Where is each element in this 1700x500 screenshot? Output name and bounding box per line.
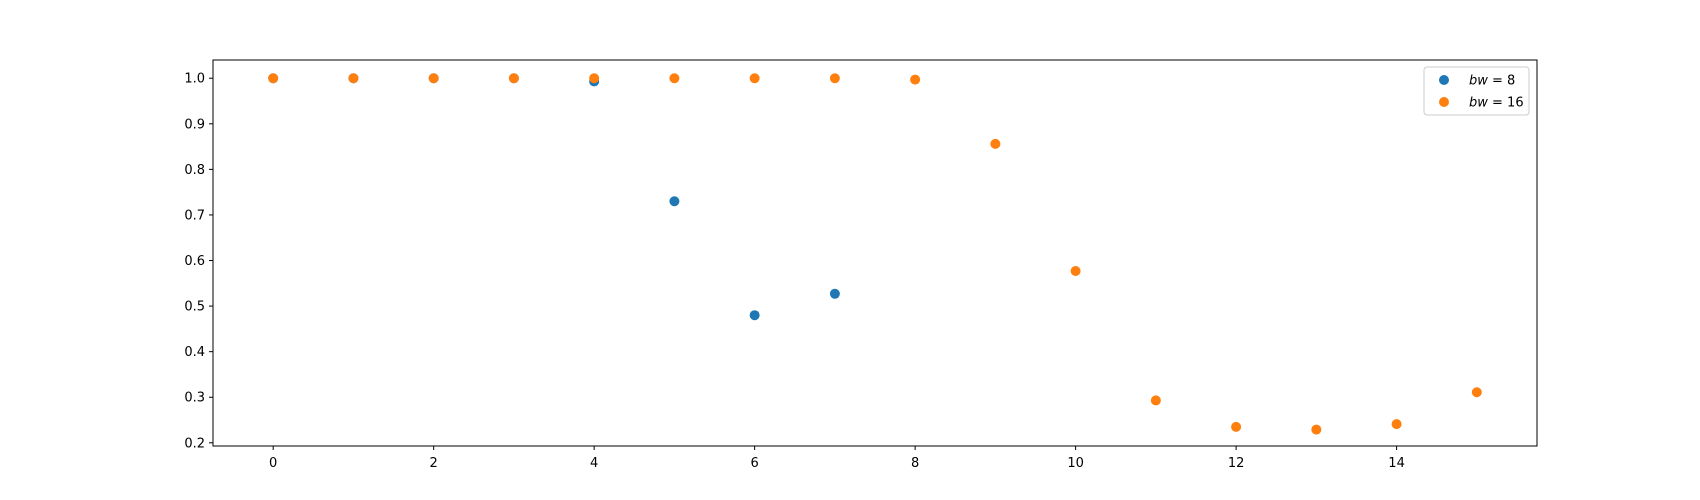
plot-frame — [212, 59, 1538, 447]
y-tick-label: 1.0 — [184, 72, 205, 87]
x-axis: 0 2 4 6 8 10 12 14 — [269, 446, 1405, 471]
legend-label: bw = 8 — [1469, 74, 1515, 89]
data-point — [669, 73, 680, 84]
data-point — [749, 310, 760, 321]
legend-label-variable: bw — [1469, 74, 1488, 89]
points-layer — [268, 73, 1482, 435]
data-point — [1471, 387, 1482, 398]
x-tick-label: 0 — [269, 456, 277, 471]
y-tick-label: 0.2 — [184, 436, 205, 451]
data-point — [990, 138, 1001, 149]
data-point — [268, 73, 279, 84]
x-tick-label: 14 — [1388, 456, 1405, 471]
legend-marker — [1439, 75, 1449, 85]
legend-label-value: = 8 — [1488, 74, 1515, 89]
x-tick-label: 12 — [1228, 456, 1245, 471]
legend-label-value: = 16 — [1488, 96, 1524, 111]
y-axis: 0.2 0.3 0.4 0.5 0.6 0.7 0.8 0.9 1.0 — [184, 72, 213, 451]
data-point — [1150, 395, 1161, 406]
series-1 — [268, 73, 1482, 435]
data-point — [669, 196, 680, 207]
y-tick-label: 0.4 — [184, 345, 205, 360]
legend-label: bw = 16 — [1469, 96, 1524, 111]
y-tick-label: 0.8 — [184, 163, 205, 178]
legend-box — [1423, 66, 1530, 116]
y-tick-label: 0.3 — [184, 391, 205, 406]
data-point — [589, 73, 600, 84]
data-point — [910, 74, 921, 85]
data-point — [508, 73, 519, 84]
data-point — [1311, 424, 1322, 435]
data-point — [1070, 266, 1081, 277]
y-tick-label: 0.7 — [184, 208, 205, 223]
data-point — [829, 288, 840, 299]
legend-label-variable: bw — [1469, 96, 1488, 111]
y-tick-label: 0.9 — [184, 117, 205, 132]
data-point — [1391, 419, 1402, 430]
data-point — [428, 73, 439, 84]
x-tick-label: 10 — [1067, 456, 1084, 471]
data-point — [829, 73, 840, 84]
y-tick-label: 0.6 — [184, 254, 205, 269]
data-point — [348, 73, 359, 84]
data-point — [1231, 421, 1242, 432]
legend-marker — [1439, 97, 1449, 107]
x-tick-label: 8 — [911, 456, 919, 471]
x-tick-label: 2 — [430, 456, 438, 471]
y-tick-label: 0.5 — [184, 300, 205, 315]
legend: bw = 8bw = 16 — [1423, 66, 1530, 116]
x-tick-label: 4 — [590, 456, 598, 471]
data-point — [749, 73, 760, 84]
x-tick-label: 6 — [750, 456, 758, 471]
